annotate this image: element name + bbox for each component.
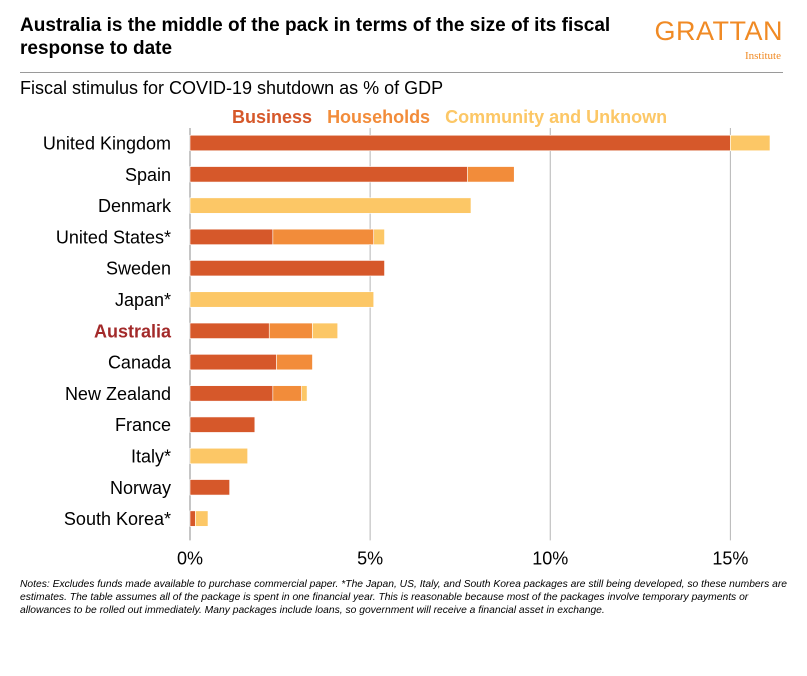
category-label: France (115, 415, 171, 435)
bar-segment (268, 322, 313, 339)
bar-segment (301, 385, 308, 402)
grattan-logo: GRATTAN (654, 16, 783, 46)
legend-business: Business (232, 107, 313, 127)
bar-segment (373, 228, 385, 245)
legend-households: Households (327, 107, 431, 127)
category-label: United Kingdom (43, 134, 171, 154)
bar-segment (195, 510, 209, 527)
category-label: Denmark (98, 196, 172, 216)
legend-community-unknown: Community and Unknown (445, 107, 668, 127)
bar-segment (272, 385, 302, 402)
bar-segment (189, 291, 375, 308)
bar-segment (189, 166, 468, 183)
bar-segment (276, 354, 313, 371)
chart-notes: Notes: Excludes funds made available to … (20, 579, 787, 616)
bar-segment (189, 447, 248, 465)
chart-subtitle: Fiscal stimulus for COVID-19 shutdown as… (20, 78, 444, 98)
category-label: Australia (94, 321, 172, 341)
chart-title: Australia is the middle of the pack in t… (20, 15, 611, 59)
grattan-logo-institute: Institute (744, 50, 781, 62)
legend: Business Households Community and Unknow… (232, 107, 677, 128)
category-label: Italy* (131, 447, 171, 467)
bar-segment (272, 228, 375, 245)
bar-segment (189, 354, 277, 371)
bar-segment (189, 479, 230, 496)
x-tick-label: 10% (532, 548, 568, 568)
bar-segment (189, 416, 256, 433)
bar-segment (189, 510, 196, 527)
category-label: Sweden (106, 259, 171, 279)
category-label: New Zealand (65, 384, 171, 404)
bar-segment (189, 322, 270, 339)
bar-segment (189, 385, 274, 402)
x-tick-label: 5% (357, 548, 383, 568)
category-label: Japan* (115, 290, 171, 310)
bar-segment (467, 166, 515, 183)
bar-segment (312, 322, 339, 339)
bar-segment (189, 228, 274, 245)
category-label: South Korea* (64, 509, 171, 529)
header-divider (20, 72, 783, 73)
bar-segment (730, 134, 771, 152)
category-label: United States* (56, 227, 171, 247)
bar-chart: 0% 5% 10% 15% United Kingdom Spain Denmark Unit… (43, 128, 771, 568)
x-tick-label: 15% (712, 548, 748, 568)
bar-segment (189, 260, 385, 277)
bar-segment (189, 197, 472, 214)
bar-segment (189, 134, 731, 152)
x-tick-label: 0% (177, 548, 203, 568)
category-label: Canada (108, 353, 172, 373)
category-label: Spain (125, 165, 171, 185)
category-label: Norway (110, 478, 171, 498)
